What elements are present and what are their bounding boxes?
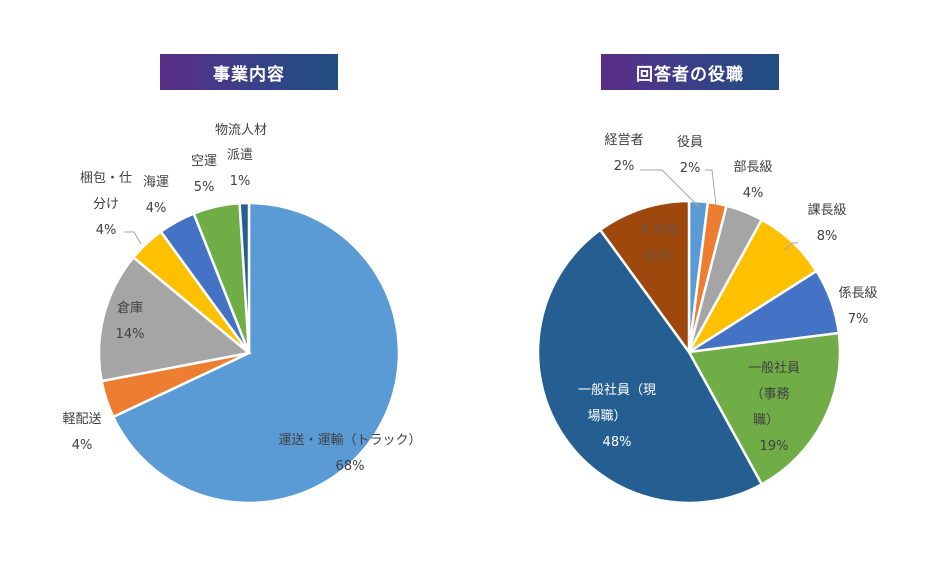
pie-slice	[111, 201, 401, 505]
label-packing: 梱包・仕 分け 4%	[79, 171, 132, 238]
leader-lines	[124, 169, 798, 251]
pie-slice	[238, 201, 251, 354]
label-field-staff: 一般社員（現 場職） 48%	[577, 383, 656, 450]
pie-slice	[687, 331, 842, 487]
label-officer: 役員 2%	[676, 135, 703, 176]
pie-chart-position	[536, 199, 842, 505]
label-air: 空運 5%	[190, 154, 217, 195]
label-staffing-2: 派遣 1%	[226, 148, 253, 189]
pie-slice	[97, 255, 252, 383]
label-staffing: 物流人材	[214, 123, 267, 138]
label-general-manager: 部長級 4%	[733, 160, 773, 201]
label-other: その他 10%	[638, 223, 678, 264]
label-executive: 経営者 2%	[604, 133, 644, 174]
label-office-staff: 一般社員 （事務 職） 19%	[747, 361, 800, 454]
label-truck: 運送・運輸（トラック） 68%	[278, 433, 422, 474]
label-chief: 係長級 7%	[838, 286, 878, 327]
pie-slice	[536, 228, 764, 505]
pie-slice	[598, 199, 691, 356]
label-warehouse: 倉庫 14%	[115, 301, 145, 342]
label-light-delivery: 軽配送 4%	[62, 412, 102, 453]
label-sea: 海運 4%	[142, 175, 169, 216]
chart-title-business: 事業内容	[160, 54, 338, 90]
chart-title-position: 回答者の役職	[601, 54, 779, 90]
pie-chart-business	[97, 201, 401, 505]
label-section-manager: 課長級 8%	[807, 203, 847, 244]
